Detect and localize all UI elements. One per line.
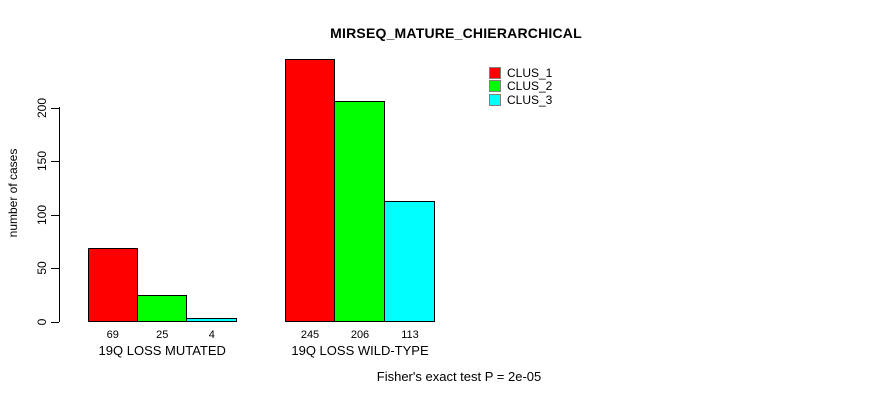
legend: CLUS_1 CLUS_2 CLUS_3 <box>489 66 552 107</box>
bar-clus_3-group1 <box>186 318 237 322</box>
legend-swatch-icon <box>489 80 501 93</box>
category-label: 19Q LOSS MUTATED <box>98 343 226 358</box>
legend-swatch-icon <box>489 66 501 79</box>
legend-item-clus_1: CLUS_1 <box>489 66 552 80</box>
bar-value-label: 245 <box>300 329 320 341</box>
chart-title: MIRSEQ_MATURE_CHIERARCHICAL <box>330 25 582 41</box>
y-axis-tick-label: 150 <box>35 151 49 172</box>
y-axis-tick-label: 100 <box>35 204 49 225</box>
bar-clus_1-group2 <box>285 59 335 322</box>
legend-label: CLUS_1 <box>507 65 553 80</box>
y-axis-label: number of cases <box>6 148 20 238</box>
bar-clus_2-group1 <box>136 295 187 322</box>
legend-swatch-icon <box>489 93 501 106</box>
y-axis-tick <box>51 107 59 109</box>
legend-label: CLUS_2 <box>507 79 553 94</box>
y-axis-tick <box>51 268 59 270</box>
bar-value-label: 4 <box>208 329 215 341</box>
legend-item-clus_3: CLUS_3 <box>489 93 552 107</box>
bar-value-label: 113 <box>401 329 419 341</box>
y-axis-tick <box>51 214 59 216</box>
y-axis-tick <box>51 161 59 163</box>
legend-label: CLUS_3 <box>507 92 553 107</box>
bar-value-label: 25 <box>156 329 169 341</box>
bar-clus_1-group1 <box>88 248 138 322</box>
y-axis-tick-label: 200 <box>35 97 49 118</box>
y-axis-tick-label: 0 <box>35 318 49 326</box>
legend-item-clus_2: CLUS_2 <box>489 79 553 94</box>
category-label: 19Q LOSS WILD-TYPE <box>291 343 429 358</box>
bar-clus_2-group2 <box>334 101 385 322</box>
bar-value-label: 206 <box>350 329 370 341</box>
bar-value-label: 69 <box>106 329 119 341</box>
p-value-annotation: Fisher's exact test P = 2e-05 <box>376 369 542 384</box>
bar-clus_3-group2 <box>384 201 435 322</box>
y-axis-line <box>59 107 60 322</box>
y-axis-tick <box>51 322 59 323</box>
y-axis-tick-label: 50 <box>35 261 49 276</box>
